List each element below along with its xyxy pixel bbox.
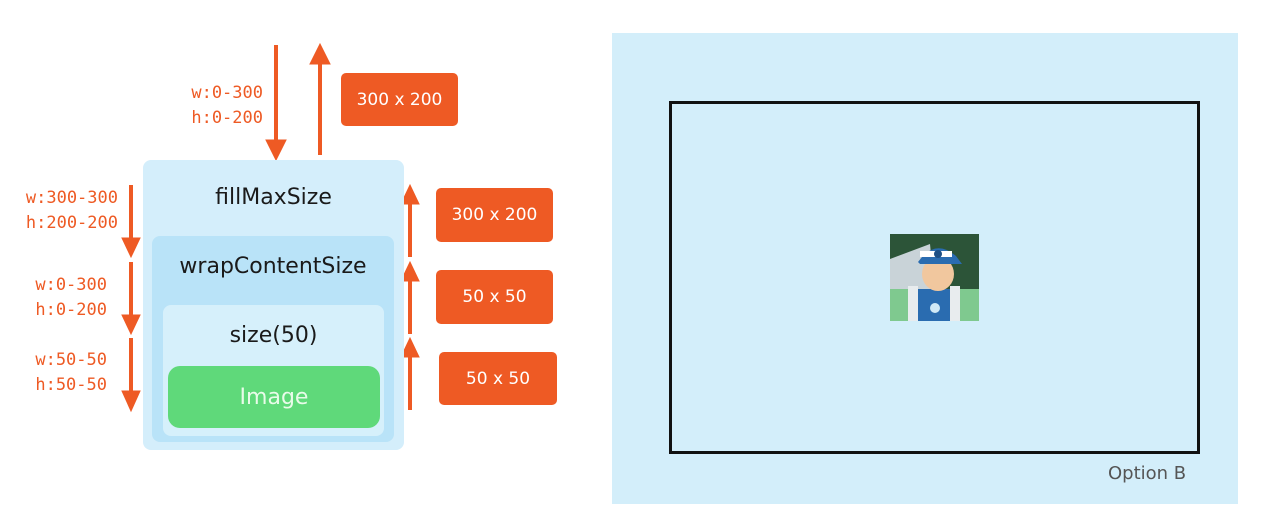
constraint-height: h:0-200 xyxy=(191,108,263,128)
constraint-width: w:0-300 xyxy=(191,83,263,103)
size-tag-outgoing: 300 x 200 xyxy=(341,73,458,126)
arrow-down-size xyxy=(121,338,141,413)
arrow-down-incoming xyxy=(265,45,287,162)
preview-frame xyxy=(669,101,1200,454)
size-label: size(50) xyxy=(229,323,318,348)
constraint-label-size: w:50-50 h:50-50 xyxy=(0,348,107,398)
size-tag-fillmaxsize: 300 x 200 xyxy=(436,188,553,242)
arrow-up-wrapcontent xyxy=(400,260,420,334)
arrow-up-fillmaxsize xyxy=(400,183,420,257)
constraint-width: w:50-50 xyxy=(35,350,107,370)
size-tag-wrapcontent: 50 x 50 xyxy=(436,270,553,324)
arrow-up-size xyxy=(400,336,420,410)
constraint-label-fillmaxsize: w:300-300 h:200-200 xyxy=(0,186,118,236)
option-caption: Option B xyxy=(1108,463,1187,484)
constraint-height: h:50-50 xyxy=(35,375,107,395)
constraint-label-incoming: w:0-300 h:0-200 xyxy=(150,81,263,131)
constraint-width: w:0-300 xyxy=(35,275,107,295)
fillmaxsize-label: fillMaxSize xyxy=(215,185,332,210)
constraint-label-wrapcontent: w:0-300 h:0-200 xyxy=(0,273,107,323)
size-tag-size: 50 x 50 xyxy=(439,352,557,405)
wrapcontentsize-label: wrapContentSize xyxy=(179,254,367,279)
preview-panel: Option B xyxy=(612,33,1238,504)
constraint-width: w:300-300 xyxy=(25,188,118,208)
constraint-height: h:200-200 xyxy=(25,213,118,233)
arrow-down-fillmaxsize xyxy=(121,185,141,259)
arrow-down-wrapcontent xyxy=(121,262,141,336)
arrow-up-outgoing xyxy=(309,42,331,155)
cartoon-character-avatar-icon xyxy=(890,234,979,321)
constraint-height: h:0-200 xyxy=(35,300,107,320)
image-box: Image xyxy=(168,366,380,428)
